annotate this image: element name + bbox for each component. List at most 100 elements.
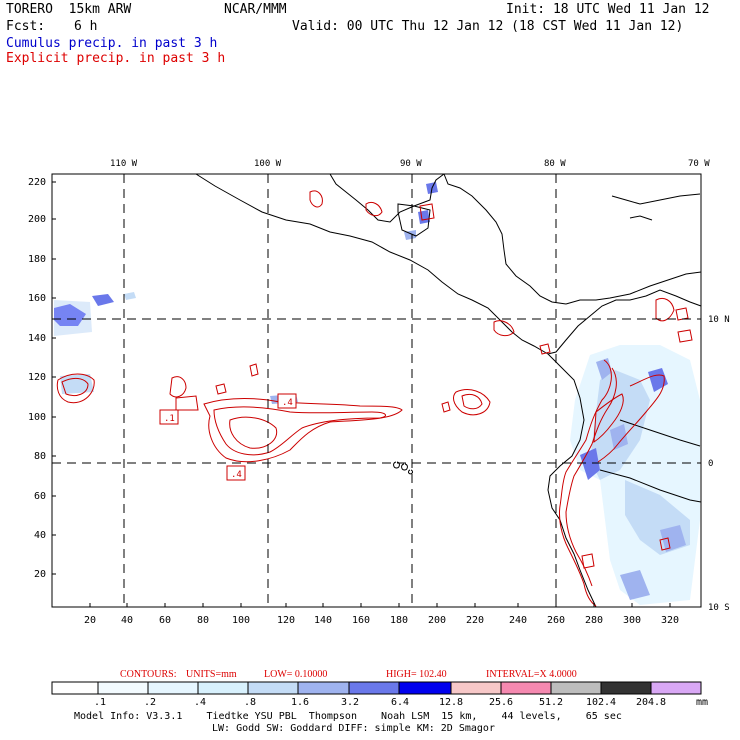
contour-andes-main [559, 359, 612, 607]
colorbar-label-3: .8 [244, 697, 256, 708]
contour-mexico-1 [309, 190, 323, 208]
valid-time: Valid: 00 UTC Thu 12 Jan 12 (18 CST Wed … [292, 19, 684, 34]
x-tick-160: 160 [352, 615, 370, 626]
coastlines [195, 173, 702, 608]
contour-label-box-2 [277, 393, 297, 409]
model-info-line2: LW: Godd SW: Goddard DIFF: simple KM: 2D… [212, 723, 495, 734]
x-tick-40: 40 [121, 615, 133, 626]
coastline-gulf [329, 173, 445, 223]
x-tick-220: 220 [466, 615, 484, 626]
contour-amazon [659, 537, 671, 551]
contour-venezuela [655, 297, 675, 322]
y-tick-40: 40 [34, 530, 46, 541]
colorbar-cell-12 [650, 681, 702, 695]
latitude-labels: 10 N 0 10 S [708, 315, 730, 613]
x-tick-20: 20 [84, 615, 96, 626]
x-tick-260: 260 [547, 615, 565, 626]
contour-label-3: .4 [231, 470, 242, 480]
coastline-cuba [611, 193, 701, 205]
colorbar-label-4: 1.6 [291, 697, 309, 708]
y-tick-100: 100 [28, 412, 46, 423]
precip-area-colombia-mid [590, 370, 650, 480]
colorbar-cell-6 [348, 681, 400, 695]
x-tick-120: 120 [277, 615, 295, 626]
x-tick-240: 240 [509, 615, 527, 626]
axis-ticks [52, 181, 671, 607]
contour-ocean-small-4 [249, 363, 259, 377]
colorbar-label-8: 25.6 [489, 697, 513, 708]
precip-patch-pacific-light [54, 300, 92, 336]
y-tick-120: 120 [28, 372, 46, 383]
contour-info: CONTOURS: UNITS=mm LOW= 0.10000 HIGH= 10… [120, 669, 577, 680]
precip-patch-4 [610, 424, 628, 450]
precip-patch-pacific-tiny [124, 292, 136, 300]
center-name: NCAR/MMM [224, 2, 287, 17]
contour-info-interval: INTERVAL=X 4.0000 [486, 669, 577, 680]
contour-venezuela-small-2 [677, 329, 693, 343]
contour-peru [581, 553, 595, 569]
coastline-jamaica [629, 215, 653, 221]
coastline-pacific-central-america [195, 173, 702, 355]
y-tick-220: 220 [28, 177, 46, 188]
colorbar-cell-0 [51, 681, 99, 695]
border-guatemala [397, 203, 431, 237]
y-tick-60: 60 [34, 491, 46, 502]
contour-info-units: UNITS=mm [186, 669, 237, 680]
contour-panama [539, 343, 551, 355]
colorbar-label-10: 102.4 [586, 697, 616, 708]
coastline-caribbean [443, 173, 567, 305]
precip-patch-3 [580, 448, 600, 480]
colorbar-cell-9 [500, 681, 552, 695]
x-tick-280: 280 [585, 615, 603, 626]
colorbar-cell-4 [247, 681, 299, 695]
contour-label-box-3 [226, 465, 246, 481]
model-info-line1: Model Info: V3.3.1 Tiedtke YSU PBL Thomp… [74, 711, 622, 722]
x-tick-80: 80 [197, 615, 209, 626]
colorbar-label-9: 51.2 [539, 697, 563, 708]
x-tick-300: 300 [623, 615, 641, 626]
colorbar-label-7: 12.8 [439, 697, 463, 708]
contour-label-box-1 [159, 409, 179, 425]
longitude-labels: 110 W 100 W 90 W 80 W 70 W [110, 159, 710, 169]
contour-ocean-core [229, 416, 278, 449]
colorbar [51, 681, 702, 695]
x-tick-200: 200 [428, 615, 446, 626]
x-tick-labels: 20 40 60 80 100 120 140 160 180 200 220 … [84, 615, 679, 626]
colorbar-label-6: 6.4 [391, 697, 409, 708]
contour-costa-rica [493, 320, 515, 337]
contour-info-high: HIGH= 102.40 [386, 669, 447, 680]
y-tick-80: 80 [34, 451, 46, 462]
lat-label-10n: 10 N [708, 315, 730, 325]
contour-andes-main-inner [565, 367, 617, 587]
colorbar-label-11: 204.8 [636, 697, 666, 708]
coastline-south-america-west [547, 353, 597, 608]
forecast-label: Fcst: [6, 19, 46, 34]
colorbar-cell-5 [297, 681, 350, 695]
y-tick-200: 200 [28, 214, 46, 225]
x-tick-180: 180 [390, 615, 408, 626]
contour-ocean-small-1 [169, 376, 187, 398]
explicit-precip-contours [56, 190, 693, 607]
lon-label-100w: 100 W [254, 159, 282, 169]
precip-patch-6 [620, 570, 650, 600]
precip-shading [54, 182, 700, 605]
lon-label-110w: 110 W [110, 159, 138, 169]
model-title: TORERO 15km ARW [6, 2, 132, 17]
graticule [52, 174, 701, 607]
colorbar-unit: mm [696, 697, 708, 708]
colorbar-label-0: .1 [94, 697, 106, 708]
colorbar-label-1: .2 [144, 697, 156, 708]
colorbar-cell-8 [450, 681, 502, 695]
x-tick-60: 60 [159, 615, 171, 626]
lon-label-80w: 80 W [544, 159, 566, 169]
colorbar-cell-3 [197, 681, 249, 695]
contour-mexico-2 [365, 201, 383, 217]
colorbar-labels: .1 .2 .4 .8 1.6 3.2 6.4 12.8 25.6 51.2 1… [94, 697, 708, 708]
forecast-hour: 6 h [74, 19, 98, 34]
colorbar-cell-11 [600, 681, 652, 695]
lat-label-0: 0 [708, 459, 713, 469]
contour-ocean-main-inner [213, 406, 387, 456]
contour-colombia-core [593, 393, 624, 443]
contour-label-2: .4 [282, 398, 293, 408]
